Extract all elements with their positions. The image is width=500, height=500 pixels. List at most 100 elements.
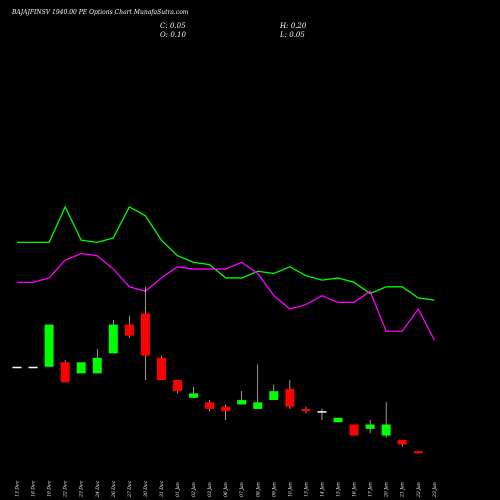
x-axis-ticks: 13 Dec 18 Dec 19 Dec 22 Dec 23 Dec 24 Dec 26 D… — [15, 480, 438, 498]
candle-body — [173, 380, 182, 392]
open-readout: O: 0.10 — [160, 31, 186, 39]
candle — [317, 408, 327, 421]
candle — [173, 380, 182, 394]
candle-body — [221, 406, 231, 412]
candle — [140, 286, 150, 381]
candle-body — [365, 424, 375, 429]
x-tick-label: 02 Jan — [191, 482, 197, 497]
candle-body — [44, 324, 54, 367]
x-tick-label: 07 Jan — [239, 482, 245, 497]
candle — [189, 386, 199, 398]
candle — [413, 451, 423, 454]
candle — [349, 424, 359, 436]
candle — [28, 366, 38, 369]
x-tick-label: 24 Dec — [95, 480, 101, 498]
candle — [205, 400, 215, 412]
candle-body — [189, 393, 199, 398]
candle-body — [108, 324, 118, 354]
candle-body — [28, 366, 38, 369]
x-tick-label: 26 Dec — [111, 480, 117, 498]
x-tick-label: 22 Dec — [63, 480, 69, 498]
low-readout: L: 0.05 — [280, 31, 305, 39]
candle — [253, 364, 263, 409]
candle-body — [60, 362, 70, 383]
candle-body — [301, 408, 311, 412]
candle-layer — [12, 286, 423, 454]
moving-average-layer — [17, 205, 435, 341]
candle — [156, 355, 166, 381]
high-value: 0.20 — [290, 22, 307, 30]
low-label: L: — [280, 31, 288, 39]
candle-body — [381, 424, 391, 436]
x-tick-label: 03 Jan — [207, 482, 213, 497]
candle — [237, 391, 247, 405]
x-tick-label: 13 Jan — [303, 482, 309, 497]
candle-body — [397, 440, 407, 445]
chart-title-site: Sutra.com — [157, 9, 189, 16]
x-tick-label: 31 Dec — [159, 480, 165, 497]
x-tick-label: 17 Jan — [368, 482, 374, 497]
chart-title: BAJAJFINSV 1940.00 PE Options Chart Muna… — [12, 9, 189, 16]
high-label: H: — [280, 22, 289, 30]
ma-slow-line — [17, 252, 435, 341]
x-tick-label: 06 Jan — [223, 482, 229, 497]
high-readout: H: 0.20 — [280, 22, 306, 30]
candle-body — [92, 357, 102, 374]
candle-body — [285, 388, 295, 407]
candle-body — [237, 400, 247, 405]
x-tick-label: 08 Jan — [255, 482, 261, 497]
candle — [108, 320, 118, 354]
candle-body — [333, 417, 343, 423]
candle — [76, 362, 86, 374]
candle — [124, 315, 134, 338]
x-tick-label: 21 Jan — [400, 482, 406, 498]
candle — [301, 406, 311, 414]
candle — [12, 366, 22, 369]
candle — [60, 360, 70, 383]
close-label: C: — [160, 22, 168, 30]
candle — [92, 348, 102, 374]
candle — [381, 402, 391, 438]
candle — [333, 417, 343, 423]
x-tick-label: 30 Dec — [143, 480, 149, 497]
candle-body — [253, 402, 263, 409]
candle — [285, 380, 295, 409]
candle-body — [413, 451, 423, 454]
x-tick-label: 23 Dec — [79, 480, 85, 498]
candle — [221, 404, 231, 421]
x-tick-label: 16 Jan — [352, 482, 358, 497]
candle-body — [76, 362, 86, 374]
x-tick-label: 15 Jan — [336, 482, 342, 497]
x-tick-label: 14 Jan — [319, 482, 325, 497]
chart-title-text: BAJAJFINSV 1940.00 PE Options Chart Muna… — [12, 9, 158, 16]
candle — [269, 384, 279, 401]
close-value: 0.05 — [169, 22, 186, 30]
candle — [44, 324, 54, 367]
x-tick-label: 01 Jan — [175, 482, 181, 497]
x-tick-label: 13 Dec — [15, 480, 21, 497]
candle-body — [124, 324, 134, 336]
candle-body — [349, 424, 359, 436]
x-tick-label: 23 Jan — [432, 482, 438, 498]
open-label: O: — [160, 31, 169, 39]
x-tick-label: 19 Dec — [47, 480, 53, 497]
x-tick-label: 10 Jan — [287, 482, 293, 497]
candle-body — [269, 391, 279, 401]
candle-body — [156, 357, 166, 381]
candle — [365, 420, 375, 434]
candle — [397, 440, 407, 447]
x-tick-label: 20 Jan — [384, 482, 390, 498]
candle-body — [140, 313, 150, 356]
x-tick-label: 18 Dec — [31, 480, 37, 497]
x-tick-label: 22 Jan — [416, 482, 422, 498]
candle-body — [205, 402, 215, 409]
ma-fast-line — [17, 205, 435, 301]
open-value: 0.10 — [170, 31, 186, 39]
low-value: 0.05 — [289, 31, 305, 39]
close-readout: C: 0.05 — [160, 22, 186, 30]
candle-body — [12, 366, 22, 369]
x-tick-label: 27 Dec — [127, 480, 133, 498]
x-tick-label: 09 Jan — [271, 482, 277, 497]
candle-body — [317, 411, 327, 413]
